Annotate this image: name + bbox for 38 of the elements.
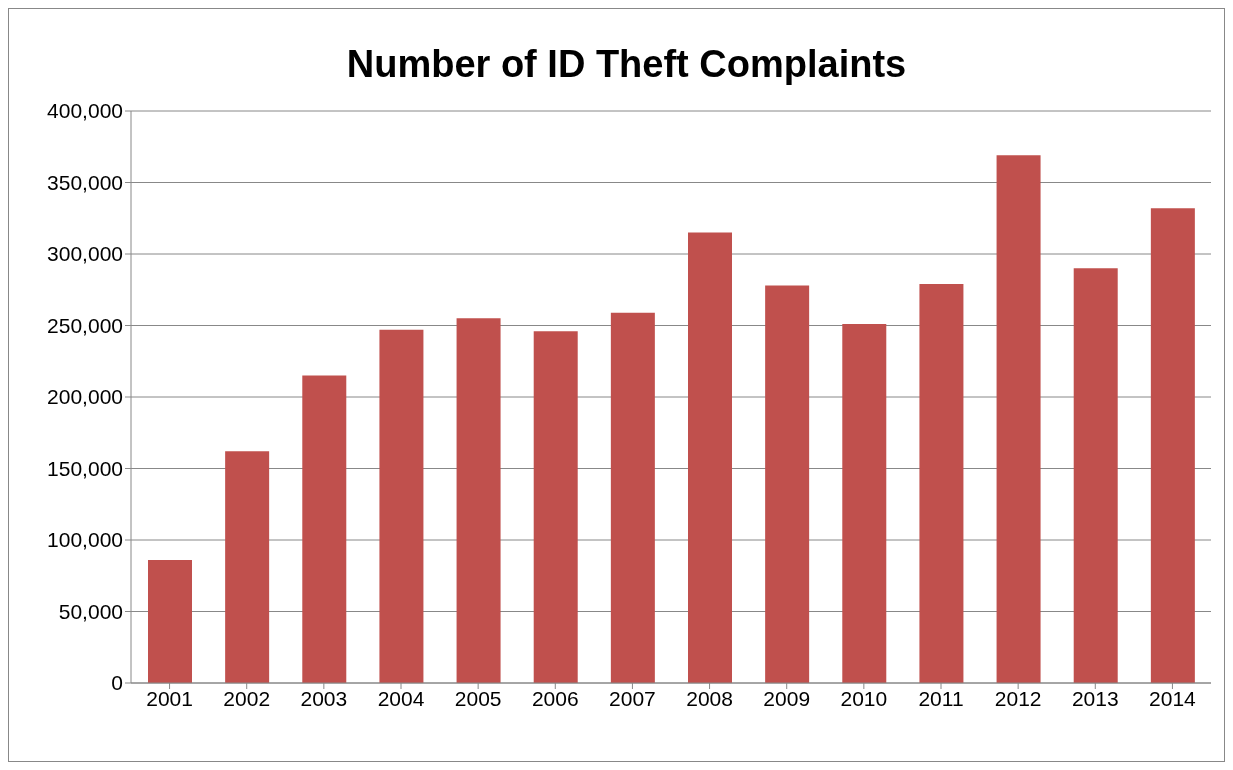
bar <box>379 329 424 683</box>
x-tick-label: 2005 <box>454 686 502 710</box>
x-tick-label: 2012 <box>994 686 1042 710</box>
bar <box>610 312 655 683</box>
y-tick-label: 50,000 <box>58 599 123 623</box>
x-tick-label: 2006 <box>531 686 579 710</box>
y-tick-label: 250,000 <box>47 313 123 337</box>
bar <box>225 451 270 683</box>
chart-title: Number of ID Theft Complaints <box>345 43 908 87</box>
x-tick-label: 2014 <box>1149 686 1197 710</box>
y-tick-label: 200,000 <box>47 385 123 409</box>
y-tick-label: 0 <box>111 671 123 695</box>
x-tick-label: 2002 <box>223 686 271 710</box>
y-tick-label: 100,000 <box>47 528 123 552</box>
x-tick-label: 2011 <box>918 686 964 710</box>
x-tick-label: 2009 <box>763 686 811 710</box>
bar <box>148 560 192 683</box>
bar <box>842 324 887 683</box>
bar <box>1073 268 1118 683</box>
x-tick-label: 2001 <box>146 686 193 710</box>
x-tick-label: 2010 <box>840 686 888 710</box>
bar <box>688 232 732 683</box>
bar <box>765 285 810 683</box>
bar <box>302 375 347 683</box>
bar <box>456 318 501 683</box>
x-tick-label: 2008 <box>686 686 733 710</box>
y-tick-label: 400,000 <box>47 99 123 123</box>
x-tick-label: 2007 <box>609 686 656 710</box>
x-tick-label: 2004 <box>377 686 425 710</box>
y-tick-label: 150,000 <box>47 456 123 480</box>
y-tick-label: 350,000 <box>47 170 123 194</box>
y-tick-label: 300,000 <box>47 242 123 266</box>
x-tick-label: 2003 <box>300 686 348 710</box>
bar <box>533 331 578 683</box>
bar <box>919 284 964 683</box>
bar <box>996 155 1041 683</box>
x-tick-label: 2013 <box>1071 686 1119 710</box>
bar <box>1150 208 1195 683</box>
